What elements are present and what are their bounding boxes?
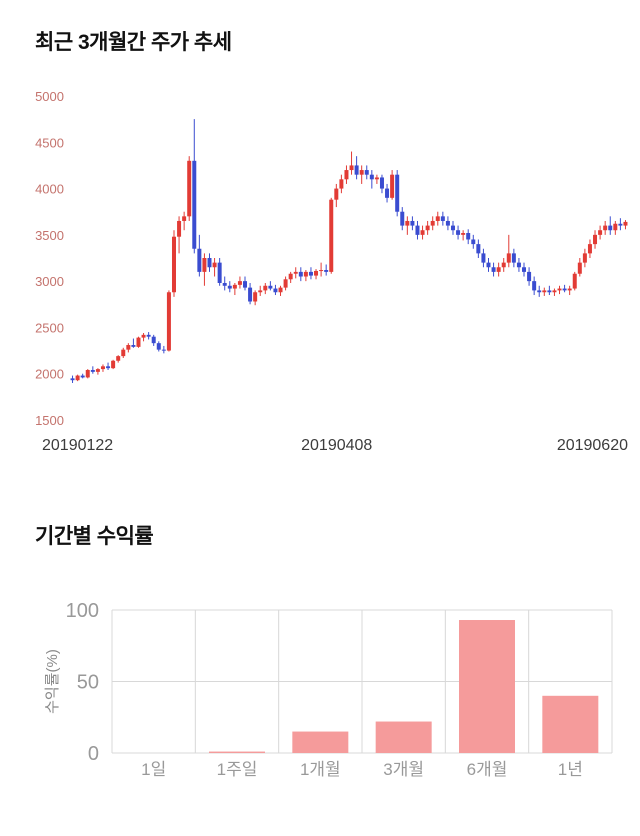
- svg-text:2500: 2500: [35, 320, 64, 335]
- svg-text:3개월: 3개월: [383, 760, 424, 779]
- svg-text:100: 100: [66, 600, 99, 622]
- svg-text:20190122: 20190122: [42, 437, 113, 454]
- svg-text:20190408: 20190408: [301, 437, 372, 454]
- svg-text:5000: 5000: [35, 89, 64, 104]
- svg-text:0: 0: [88, 743, 99, 765]
- svg-text:3500: 3500: [35, 228, 64, 243]
- svg-text:6개월: 6개월: [467, 760, 508, 779]
- svg-text:1500: 1500: [35, 413, 64, 428]
- svg-text:1개월: 1개월: [300, 760, 341, 779]
- svg-text:1주일: 1주일: [217, 760, 258, 779]
- returns-title: 기간별 수익률: [35, 525, 154, 548]
- svg-text:4500: 4500: [35, 135, 64, 150]
- svg-text:50: 50: [77, 672, 99, 694]
- stock-summary-page: 최근 3개월간 주가 추세 1500 2000 2500 3000 3500 4000 45…: [0, 26, 640, 810]
- price-trend-title: 최근 3개월간 주가 추세: [35, 31, 232, 54]
- y-axis-label: 수익률(%): [44, 649, 61, 714]
- svg-text:1일: 1일: [141, 760, 166, 779]
- svg-text:2000: 2000: [35, 367, 64, 382]
- price-candlestick-chart: 1500 2000 2500 3000 3500 4000 4500 5000 20190122…: [35, 89, 628, 454]
- svg-text:4000: 4000: [35, 182, 64, 197]
- returns-bar-chart: 0 50 100 1일 1주일 1개월 3개월 6개월 1년 수익률(%): [44, 600, 613, 779]
- svg-text:3000: 3000: [35, 274, 64, 289]
- svg-text:20190620: 20190620: [557, 437, 628, 454]
- svg-text:1년: 1년: [558, 760, 583, 779]
